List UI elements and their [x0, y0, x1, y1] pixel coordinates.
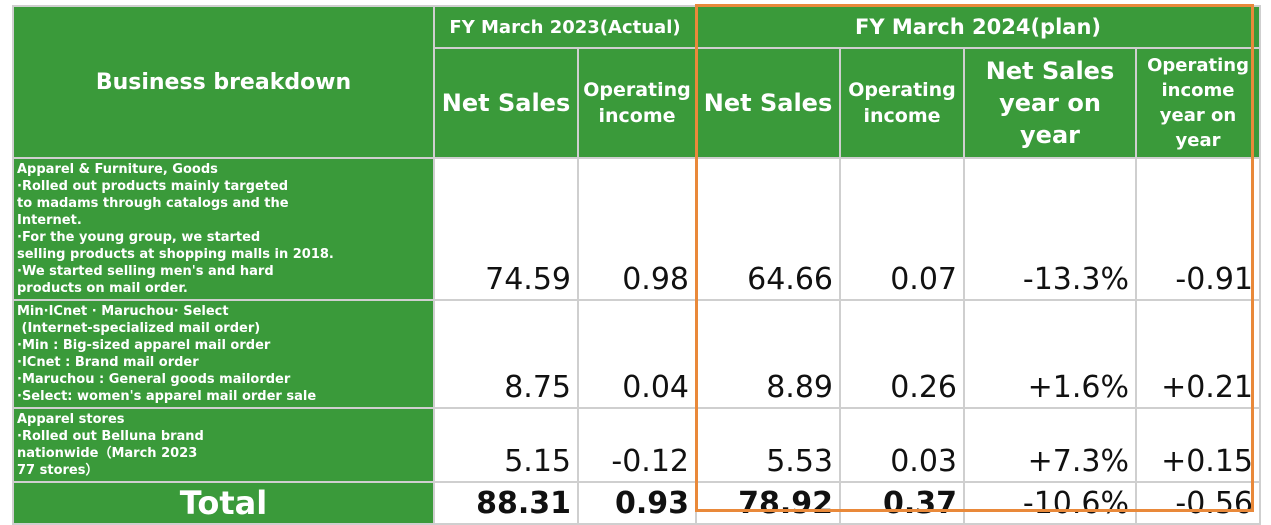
op-income-2023-header: Operating income: [576, 47, 698, 159]
fy2023-header: FY March 2023(Actual): [432, 5, 698, 49]
net-sales-2024-cell: 5.53: [695, 407, 842, 483]
business-breakdown-header: Business breakdown: [12, 5, 435, 159]
op-income-2024-cell: 0.03: [839, 407, 966, 483]
description-line: products on mail order.: [17, 281, 188, 296]
row-description: Apparel stores ·Rolled out Belluna brand…: [12, 407, 435, 483]
op-income-yoy-cell: +0.15: [1135, 407, 1262, 483]
business-breakdown-table: Business breakdown FY March 2023(Actual)…: [12, 5, 1262, 525]
table-row: Min·ICnet · Maruchou· Select (Internet-s…: [12, 299, 1262, 409]
op-income-2024-header: Operating income: [839, 47, 966, 159]
table-row: Apparel stores ·Rolled out Belluna brand…: [12, 407, 1262, 483]
total-op-income-2023: 0.93: [576, 481, 698, 525]
op-income-yoy-cell: -0.91: [1135, 157, 1262, 301]
total-label: Total: [12, 481, 435, 525]
description-line: ·We started selling men's and hard: [17, 264, 274, 279]
description-line: ·For the young group, we started: [17, 230, 261, 245]
description-line: ·Rolled out Belluna brand: [17, 429, 204, 444]
description-line: to madams through catalogs and the: [17, 196, 289, 211]
net-sales-2023-cell: 74.59: [433, 157, 579, 301]
total-op-income-yoy: -0.56: [1135, 481, 1262, 525]
op-income-2023-cell: -0.12: [576, 407, 698, 483]
total-net-sales-yoy: -10.6%: [963, 481, 1138, 525]
description-line: selling products at shopping malls in 20…: [17, 247, 334, 262]
description-line: ·Maruchou : General goods mailorder: [17, 372, 291, 387]
op-income-2023-cell: 0.04: [576, 299, 698, 409]
fy2024-header: FY March 2024(plan): [695, 5, 1262, 49]
description-line: Apparel stores: [17, 412, 125, 427]
total-net-sales-2023: 88.31: [433, 481, 579, 525]
op-income-yoy-header: Operating income year on year: [1135, 47, 1262, 159]
op-income-2023-cell: 0.98: [576, 157, 698, 301]
net-sales-2024-cell: 64.66: [695, 157, 842, 301]
description-line: ·Rolled out products mainly targeted: [17, 179, 289, 194]
description-line: 77 stores）: [17, 463, 99, 478]
net-sales-2023-cell: 8.75: [433, 299, 579, 409]
description-line: Internet.: [17, 213, 82, 228]
net-sales-2024-cell: 8.89: [695, 299, 842, 409]
op-income-2024-cell: 0.26: [839, 299, 966, 409]
net-sales-2023-cell: 5.15: [433, 407, 579, 483]
table-row: Apparel & Furniture, Goods ·Rolled out p…: [12, 157, 1262, 301]
description-line: ·ICnet : Brand mail order: [17, 355, 199, 370]
net-sales-yoy-cell: +7.3%: [963, 407, 1138, 483]
row-description: Apparel & Furniture, Goods ·Rolled out p…: [12, 157, 435, 301]
total-op-income-2024: 0.37: [839, 481, 966, 525]
total-row: Total 88.31 0.93 78.92 0.37 -10.6% -0.56: [12, 481, 1262, 525]
description-line: Apparel & Furniture, Goods: [17, 162, 218, 177]
net-sales-yoy-header: Net Sales year on year: [963, 47, 1138, 159]
description-line: (Internet-specialized mail order): [17, 321, 261, 336]
net-sales-yoy-cell: +1.6%: [963, 299, 1138, 409]
description-line: Min·ICnet · Maruchou· Select: [17, 304, 229, 319]
op-income-yoy-cell: +0.21: [1135, 299, 1262, 409]
description-line: ·Min : Big-sized apparel mail order: [17, 338, 271, 353]
net-sales-yoy-cell: -13.3%: [963, 157, 1138, 301]
op-income-2024-cell: 0.07: [839, 157, 966, 301]
description-line: ·Select: women's apparel mail order sale: [17, 389, 317, 404]
net-sales-2024-header: Net Sales: [695, 47, 842, 159]
row-description: Min·ICnet · Maruchou· Select (Internet-s…: [12, 299, 435, 409]
net-sales-2023-header: Net Sales: [433, 47, 579, 159]
description-line: nationwide（March 2023: [17, 446, 198, 461]
total-net-sales-2024: 78.92: [695, 481, 842, 525]
